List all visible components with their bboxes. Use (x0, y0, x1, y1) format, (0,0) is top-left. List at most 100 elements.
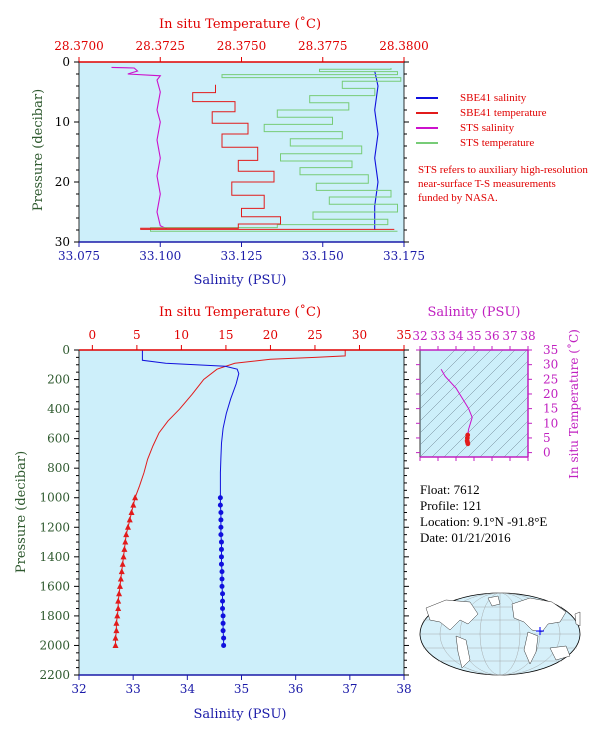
inset-temp-tick-label: 30 (543, 358, 558, 372)
density-contour (420, 350, 468, 398)
location: Location: 9.1°N -91.8°E (420, 514, 548, 529)
salinity-tick-label: 38 (396, 682, 411, 696)
salinity-marker (221, 642, 227, 648)
salinity-marker (219, 576, 225, 582)
temp-tick-label: 28.3775 (298, 39, 348, 53)
pressure-tick-label: 1800 (39, 609, 70, 623)
pressure-tick-label: 1400 (39, 550, 70, 564)
series-line (150, 68, 402, 232)
top-series-group (111, 66, 402, 232)
legend-item: STS salinity (416, 120, 546, 135)
temperature-marker (128, 509, 135, 515)
legend-label: STS temperature (460, 136, 535, 149)
inset-temp-tick-label: 20 (543, 387, 558, 401)
sts-note: STS refers to auxiliary high-resolution … (418, 164, 588, 204)
inset-salinity-tick-label: 34 (448, 329, 464, 343)
ts-inset-chart: Salinity (PSU) 32 33 34 35 36 37 3805101520253… (412, 305, 581, 479)
temp-tick-label: 35 (396, 328, 411, 342)
temp-tick-label: 30 (352, 328, 367, 342)
temperature-marker (115, 597, 122, 604)
density-contour (455, 384, 528, 457)
salinity-marker (220, 591, 226, 597)
pressure-tick-label: 20 (55, 175, 70, 189)
pressure-tick-label: 2200 (39, 668, 70, 682)
top-axes-group: 28.3700 28.3725 28.3750 28.3775 28.3800 33.07… (54, 39, 429, 263)
salinity-marker (218, 554, 224, 560)
salinity-marker (221, 635, 227, 641)
ts-marker (465, 441, 471, 447)
inset-series-group (440, 369, 473, 447)
pressure-tick-label: 200 (47, 373, 70, 387)
temp-tick-label: 15 (218, 328, 233, 342)
legend-item: STS temperature (416, 135, 546, 150)
density-contour (420, 350, 528, 457)
inset-temp-tick-label: 25 (543, 372, 558, 386)
top-chart-pressure-axis-title: Pressure (decibar) (31, 89, 46, 211)
inset-salinity-axis-title: Salinity (PSU) (428, 305, 521, 320)
density-contour (467, 396, 528, 457)
density-contour (527, 456, 528, 457)
salinity-tick-label: 36 (288, 682, 303, 696)
inset-salinity-tick-label: 33 (430, 329, 445, 343)
density-contour (515, 444, 528, 457)
salinity-marker (218, 510, 224, 515)
salinity-marker (219, 583, 225, 589)
temperature-marker (116, 582, 123, 589)
temperature-marker (117, 575, 124, 582)
temp-tick-label: 25 (307, 328, 322, 342)
salinity-tick-label: 33.075 (58, 249, 100, 263)
float-location-marker (536, 627, 544, 635)
salinity-tick-label: 32 (71, 682, 86, 696)
pressure-tick-label: 400 (47, 402, 70, 416)
inset-salinity-tick-label: 37 (502, 329, 517, 343)
legend-label: SBE41 temperature (460, 106, 547, 119)
salinity-marker (218, 524, 224, 530)
density-contour (431, 360, 528, 457)
top-chart-salinity-axis-title: Salinity (PSU) (194, 273, 287, 288)
top-chart-temp-axis-title: In situ Temperature (˚C) (159, 16, 321, 32)
temperature-marker (132, 494, 139, 501)
temp-tick-label: 20 (263, 328, 278, 342)
series-line (374, 70, 379, 230)
salinity-tick-label: 35 (234, 682, 249, 696)
legend-swatch (416, 141, 438, 144)
temp-tick-label: 28.3800 (379, 39, 429, 53)
salinity-marker (218, 561, 224, 567)
legend-item: SBE41 salinity (416, 90, 546, 105)
profile-number: Profile: 121 (420, 498, 482, 513)
date: Date: 01/21/2016 (420, 530, 511, 545)
inset-temp-tick-label: 15 (543, 402, 558, 416)
temperature-marker (113, 619, 120, 626)
inset-temp-tick-label: 35 (543, 343, 558, 357)
pressure-tick-label: 0 (62, 55, 70, 69)
temperature-marker (112, 641, 119, 648)
density-contour (420, 350, 492, 422)
inset-salinity-tick-label: 38 (520, 329, 535, 343)
inset-temp-tick-label: 5 (543, 431, 551, 445)
pressure-tick-label: 10 (55, 115, 70, 129)
salinity-tick-label: 33.125 (221, 249, 263, 263)
legend-swatch (416, 111, 438, 114)
salinity-marker (217, 495, 223, 501)
legend: SBE41 salinity SBE41 temperature STS sal… (416, 90, 546, 150)
temperature-marker (120, 553, 127, 560)
temperature-marker (114, 612, 121, 619)
pressure-tick-label: 2000 (39, 638, 70, 652)
salinity-marker (218, 532, 224, 538)
bottom-chart-salinity-axis-title: Salinity (PSU) (194, 707, 287, 722)
temperature-marker (121, 545, 128, 552)
near-surface-chart: In situ Temperature (˚C) 28.3700 28.3725 2… (31, 16, 429, 288)
temperature-marker (118, 568, 125, 575)
inset-temp-axis-title: In situ Temperature (˚C) (566, 329, 581, 479)
temperature-marker (126, 516, 133, 523)
float-info: Float: 7612 Profile: 121 Location: 9.1°N… (420, 482, 547, 546)
temp-tick-label: 0 (89, 328, 97, 342)
inset-salinity-tick-label: 36 (484, 329, 499, 343)
series-line (111, 66, 167, 230)
density-contour (443, 372, 528, 457)
temperature-marker (123, 531, 130, 538)
temperature-marker (119, 560, 126, 567)
temperature-marker (112, 634, 119, 641)
